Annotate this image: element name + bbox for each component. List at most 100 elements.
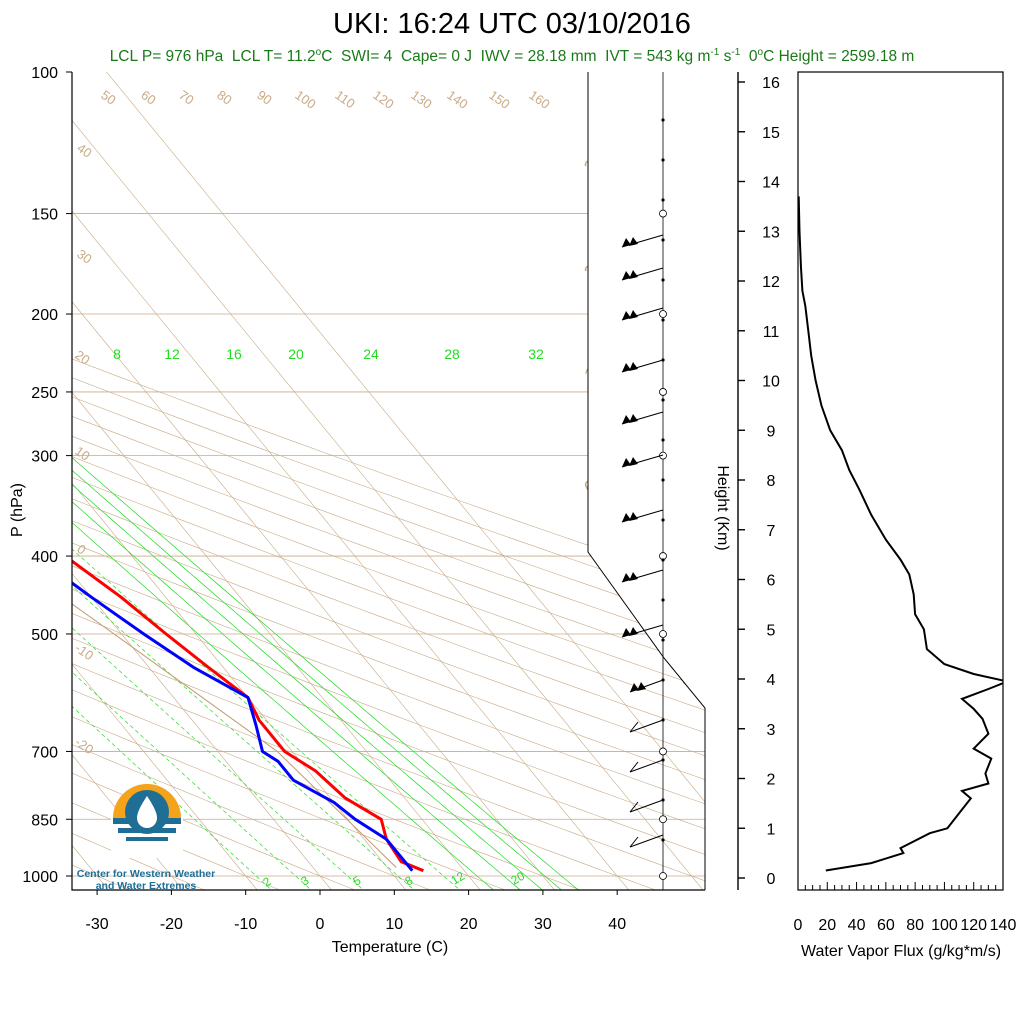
swi-value: SWI= 4	[341, 48, 393, 66]
flux-tick-label: 80	[906, 917, 924, 934]
isotherm	[72, 210, 630, 890]
wind-dot	[661, 638, 665, 642]
x-tick-label: 30	[534, 916, 552, 933]
dry-adiabat	[72, 396, 705, 626]
dry-adiabat-label: 50	[98, 87, 118, 108]
skewt-background: 50 60 70 80 90 100 110 120 130 140 150 160403020100…	[72, 72, 705, 890]
wind-barb-flag	[629, 627, 638, 636]
flux-frame	[797, 71, 1004, 891]
wind-barb-flag	[629, 310, 638, 319]
dry-adiabat-label: 20	[72, 347, 92, 368]
y-tick-label: 850	[31, 812, 58, 829]
dry-adiabat	[72, 520, 705, 757]
wind-barb-flag	[629, 237, 638, 246]
chart-title: UKI: 16:24 UTC 03/10/2016	[333, 8, 691, 40]
wind-marker	[659, 209, 667, 218]
plot-edge	[587, 72, 706, 890]
y-tick-label: 150	[31, 207, 58, 224]
mixing-ratio-line	[72, 627, 364, 890]
height-tick-label: 2	[767, 772, 776, 789]
dry-adiabat-label: 110	[332, 87, 358, 111]
wind-barb	[629, 719, 664, 733]
logo-drop-icon	[137, 796, 157, 828]
mixing-ratio-label: 8	[113, 346, 121, 362]
mixing-ratio-label: 12	[449, 869, 468, 888]
dry-adiabat-label: 10	[72, 443, 92, 464]
x-tick-label: 10	[385, 916, 403, 933]
wind-barb	[629, 799, 664, 813]
wind-dot	[661, 158, 665, 162]
flux-tick-label: 60	[877, 917, 895, 934]
logo-line-1: Center for Western Weather	[77, 868, 215, 880]
wind-dot	[661, 598, 665, 602]
wind-barb-flag	[630, 683, 639, 692]
wind-marker	[659, 872, 667, 880]
dry-adiabat-label: 90	[254, 87, 274, 108]
lcl-temperature: LCL T= 11.2oC	[231, 47, 333, 66]
dry-adiabat-label: -20	[72, 734, 96, 757]
isotherm	[72, 482, 407, 890]
dry-adiabat-label: 150	[486, 87, 512, 112]
dry-adiabat	[72, 498, 705, 734]
wind-barb-flag	[622, 311, 631, 320]
wind-dot	[661, 278, 665, 282]
height-tick-label: 5	[767, 622, 776, 639]
y-tick-label: 500	[31, 627, 58, 644]
mixing-ratio-label: 8	[403, 873, 416, 889]
cape-value: Cape= 0 J	[400, 48, 473, 66]
wind-marker	[659, 388, 667, 396]
wind-marker	[659, 310, 667, 318]
dry-adiabat-label: 140	[444, 87, 470, 112]
dry-adiabat	[72, 358, 705, 586]
height-tick-label: 6	[767, 573, 776, 590]
wind-dot	[661, 398, 665, 402]
wind-barb-flag	[629, 362, 638, 371]
wind-dot	[661, 198, 665, 202]
mixing-ratio-line	[72, 522, 494, 890]
wind-dot	[661, 518, 665, 522]
wind-barb-flag	[629, 512, 638, 521]
flux-axis-label: Water Vapor Flux (g/kg*m/s)	[801, 943, 1001, 960]
dry-adiabat	[72, 416, 705, 646]
height-tick-label: 11	[763, 324, 780, 341]
height-tick-label: 10	[762, 374, 780, 391]
mixing-ratio-line	[72, 671, 312, 890]
dry-adiabat	[72, 588, 705, 830]
x-tick-label: 20	[460, 916, 478, 933]
wind-barb	[629, 759, 664, 773]
mixing-ratio-line	[72, 484, 543, 890]
mixing-ratio-label: 20	[509, 869, 528, 888]
mixing-ratio-line	[72, 457, 579, 890]
wind-dot	[661, 238, 665, 242]
wind-barb-flag	[622, 513, 631, 522]
mixing-ratio-line	[72, 469, 563, 890]
x-tick-label: -20	[160, 916, 183, 933]
height-tick-label: 8	[767, 473, 776, 490]
wind-dot	[661, 478, 665, 482]
wind-marker	[659, 747, 667, 756]
height-tick-label: 14	[762, 175, 780, 192]
isotherm	[72, 391, 481, 890]
mixing-ratio-label: 28	[444, 346, 460, 362]
dry-adiabat	[72, 716, 507, 890]
dry-adiabat	[72, 542, 705, 780]
dry-adiabat-label: 30	[74, 246, 94, 267]
dry-adiabat	[72, 565, 705, 805]
dry-adiabat-label: 160	[526, 87, 552, 112]
dry-adiabat-label: 70	[176, 87, 196, 108]
x-tick-label: -10	[234, 916, 257, 933]
dry-adiabat-label: 60	[138, 87, 158, 108]
wind-barb-flag	[622, 415, 631, 424]
wind-barb-flag	[622, 628, 631, 637]
dry-adiabat	[72, 477, 705, 711]
logo-line-2: and Water Extremes	[96, 880, 197, 892]
wind-barb-feather	[629, 721, 639, 733]
flux-tick-label: 40	[848, 917, 866, 934]
temperature-line	[72, 559, 424, 873]
parcel-path	[72, 603, 397, 868]
isotherm	[72, 754, 184, 890]
wind-barb-flag	[629, 457, 638, 466]
height-tick-label: 7	[767, 523, 776, 540]
wind-barb-feather	[629, 836, 639, 848]
